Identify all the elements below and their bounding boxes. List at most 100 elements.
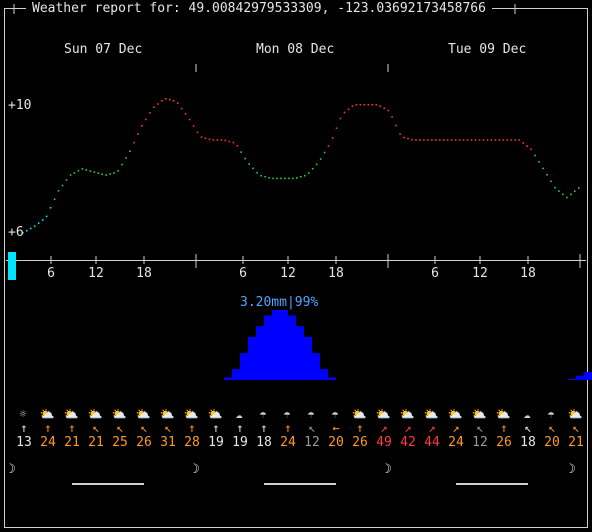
temperature-point bbox=[304, 174, 306, 177]
cloud-sun-icon: ⛅ bbox=[135, 407, 151, 421]
temperature-point bbox=[196, 131, 199, 134]
temperature-point bbox=[379, 105, 381, 107]
report-title: Weather report for: 49.00842979533309, -… bbox=[26, 0, 492, 18]
temperature-point bbox=[113, 172, 115, 174]
temperature-point bbox=[435, 139, 437, 141]
temperature-point bbox=[85, 169, 88, 171]
precipitation-bar bbox=[240, 353, 248, 380]
temperature-point bbox=[69, 174, 72, 176]
temperature-point bbox=[375, 104, 378, 106]
precipitation-bar bbox=[224, 377, 232, 380]
temperature-point bbox=[65, 179, 68, 181]
temperature-point bbox=[216, 139, 219, 141]
temperature-point bbox=[149, 112, 151, 114]
wind-speed: 21 bbox=[64, 435, 80, 450]
precipitation-bar bbox=[584, 371, 592, 380]
temperature-point bbox=[93, 171, 96, 173]
temperature-point bbox=[522, 142, 524, 144]
temperature-point bbox=[89, 170, 92, 172]
temperature-point bbox=[546, 174, 548, 176]
temperature-point bbox=[383, 107, 385, 110]
cloud-sun-icon: ⛅ bbox=[399, 407, 415, 421]
hour-label: 12 bbox=[280, 266, 296, 281]
temperature-point bbox=[220, 139, 223, 141]
temperature-point bbox=[506, 139, 509, 141]
temperature-point bbox=[145, 118, 147, 121]
temperature-point bbox=[458, 139, 461, 141]
temperature-point bbox=[359, 104, 362, 106]
temperature-point bbox=[232, 141, 235, 144]
temperature-point bbox=[446, 139, 449, 141]
wind-direction-icon: ↖ bbox=[572, 421, 580, 435]
cloud-sun-icon: ⛅ bbox=[471, 407, 487, 421]
cloud-sun-icon: ⛅ bbox=[183, 407, 199, 421]
wind-direction-icon: ↖ bbox=[140, 421, 148, 435]
wind-direction-icon: ↖ bbox=[524, 421, 532, 435]
wind-direction-icon: ↗ bbox=[428, 421, 436, 435]
temperature-point bbox=[578, 187, 580, 189]
temperature-point bbox=[454, 139, 457, 141]
precipitation-bar bbox=[320, 369, 328, 380]
wind-speed: 28 bbox=[184, 435, 200, 450]
cloud-sun-icon: ⛅ bbox=[87, 407, 103, 421]
precipitation-bar bbox=[280, 310, 288, 380]
temperature-point bbox=[562, 193, 564, 196]
temperature-point bbox=[61, 184, 64, 187]
wind-speed: 24 bbox=[280, 435, 296, 450]
temperature-point bbox=[347, 108, 350, 111]
temperature-point bbox=[188, 118, 191, 121]
temperature-point bbox=[248, 163, 250, 165]
temperature-point bbox=[172, 100, 175, 102]
wind-direction-icon: ↖ bbox=[92, 421, 100, 435]
temperature-point bbox=[554, 186, 556, 189]
temperature-point bbox=[399, 133, 401, 135]
sun-icon: ☼ bbox=[19, 407, 27, 421]
wind-speed: 19 bbox=[232, 435, 248, 450]
temperature-point bbox=[260, 174, 262, 177]
wind-speed: 21 bbox=[568, 435, 584, 450]
temperature-point bbox=[550, 180, 552, 183]
cloud-rain-icon: ☂ bbox=[547, 407, 555, 421]
temperature-point bbox=[478, 139, 481, 141]
wind-speed: 49 bbox=[376, 435, 392, 450]
wind-speed: 18 bbox=[520, 435, 536, 450]
wind-speed: 25 bbox=[112, 435, 128, 450]
temperature-point bbox=[288, 177, 290, 180]
wind-speed: 19 bbox=[208, 435, 224, 450]
temperature-point bbox=[474, 139, 477, 141]
hour-label: 6 bbox=[431, 266, 439, 281]
temperature-point bbox=[168, 98, 171, 101]
wind-speed: 24 bbox=[448, 435, 464, 450]
temperature-point bbox=[33, 225, 36, 228]
hour-label: 6 bbox=[47, 266, 55, 281]
precipitation-bar bbox=[264, 315, 272, 380]
wind-direction-icon: ↑ bbox=[260, 421, 268, 435]
temperature-point bbox=[157, 103, 159, 105]
temperature-point bbox=[284, 177, 286, 180]
precipitation-bar bbox=[328, 377, 336, 380]
temperature-point bbox=[165, 97, 167, 100]
temperature-point bbox=[200, 136, 203, 138]
temperature-point bbox=[101, 173, 103, 176]
temperature-point bbox=[180, 107, 183, 110]
wind-speed: 20 bbox=[544, 435, 560, 450]
wind-direction-icon: ↑ bbox=[44, 421, 52, 435]
temperature-point bbox=[137, 133, 139, 135]
moon-icon: ☽ bbox=[8, 462, 16, 477]
temperature-point bbox=[319, 158, 322, 160]
hour-label: 18 bbox=[328, 266, 344, 281]
cloud-icon: ☁ bbox=[523, 407, 531, 421]
temperature-point bbox=[387, 109, 389, 112]
temperature-point bbox=[73, 172, 76, 174]
temperature-point bbox=[57, 190, 60, 192]
moon-icon: ☽ bbox=[384, 462, 392, 477]
moon-icon: ☽ bbox=[568, 462, 576, 477]
temperature-point bbox=[105, 174, 107, 176]
temperature-point bbox=[26, 229, 28, 232]
temperature-point bbox=[125, 157, 127, 159]
cloud-rain-icon: ☂ bbox=[259, 407, 267, 421]
wind-direction-icon: ↑ bbox=[236, 421, 244, 435]
temperature-point bbox=[49, 207, 52, 209]
temperature-point bbox=[228, 140, 231, 143]
wind-speed: 26 bbox=[496, 435, 512, 450]
